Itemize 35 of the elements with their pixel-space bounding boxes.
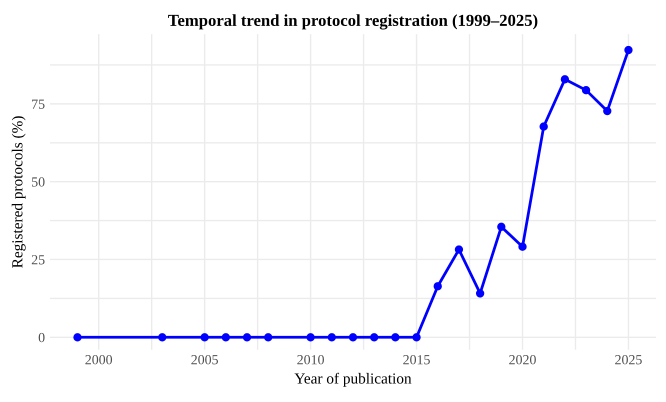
point [603,106,612,116]
x-tick-label: 2015 [403,355,430,364]
point [348,333,358,342]
point [158,333,166,342]
x-tick-label: 2000 [85,355,112,364]
point [540,122,548,131]
point [497,222,506,231]
point [200,333,209,342]
point [476,289,484,298]
point [454,245,464,254]
x-tick-label: 2025 [615,355,642,364]
point [412,333,421,342]
y-tick-label: 25 [32,255,45,264]
point [434,282,442,290]
x-axis-title: Year of publication [294,372,412,387]
y-axis-title: Registered protocols (%) [12,116,26,268]
point [328,333,336,342]
point [518,242,527,251]
point [306,333,315,342]
point [222,333,230,342]
x-tick-label: 2005 [191,355,218,364]
point [624,46,633,54]
point [582,86,590,94]
y-tick-label: 75 [32,100,45,109]
chart-title: Temporal trend in protocol registration (1999–2025) [168,14,538,30]
x-tick-label: 2010 [297,355,324,364]
point [370,333,378,342]
point [264,333,272,342]
point [73,333,82,342]
point [242,333,252,342]
point [391,333,400,342]
y-tick-label: 0 [38,332,45,342]
point [560,75,570,84]
x-tick-label: 2020 [509,355,536,364]
y-tick-label: 50 [32,177,45,187]
